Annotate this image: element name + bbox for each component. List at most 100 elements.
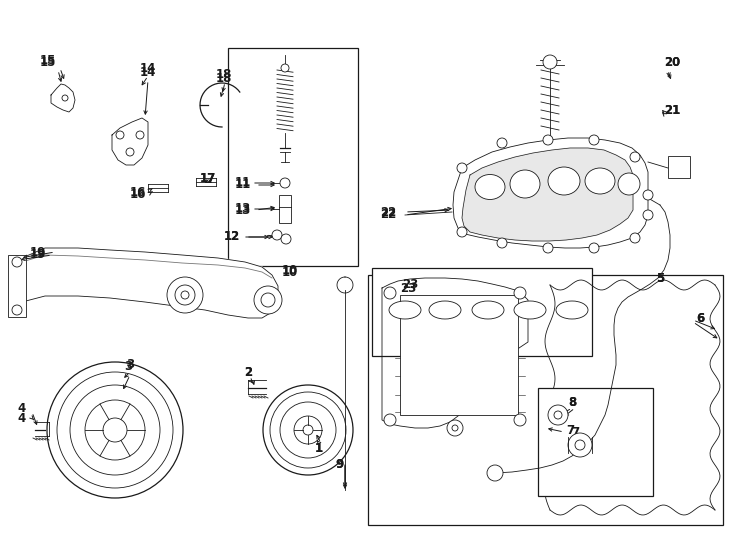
- Text: 20: 20: [664, 56, 680, 69]
- Circle shape: [497, 138, 507, 148]
- Circle shape: [543, 243, 553, 253]
- Circle shape: [126, 148, 134, 156]
- Text: 1: 1: [315, 442, 323, 455]
- Circle shape: [589, 135, 599, 145]
- Ellipse shape: [429, 301, 461, 319]
- Circle shape: [85, 400, 145, 460]
- Text: 19: 19: [30, 246, 46, 259]
- Text: 5: 5: [656, 272, 664, 285]
- Text: 18: 18: [216, 71, 232, 84]
- Circle shape: [175, 285, 195, 305]
- Text: 21: 21: [664, 104, 680, 117]
- Circle shape: [57, 372, 173, 488]
- Circle shape: [554, 411, 562, 419]
- Circle shape: [457, 227, 467, 237]
- Text: 1: 1: [315, 442, 323, 455]
- Text: 6: 6: [696, 312, 704, 325]
- Circle shape: [70, 385, 160, 475]
- Circle shape: [589, 243, 599, 253]
- Text: 3: 3: [126, 359, 134, 372]
- Text: 3: 3: [124, 361, 132, 374]
- Circle shape: [514, 287, 526, 299]
- Text: 14: 14: [139, 62, 156, 75]
- Text: 21: 21: [664, 104, 680, 117]
- Text: 22: 22: [380, 208, 396, 221]
- Ellipse shape: [556, 301, 588, 319]
- Text: 8: 8: [568, 395, 576, 408]
- Circle shape: [47, 362, 183, 498]
- Circle shape: [281, 64, 289, 72]
- Text: 4: 4: [18, 402, 26, 415]
- Text: 18: 18: [216, 69, 232, 82]
- Text: 13: 13: [235, 204, 251, 217]
- Polygon shape: [453, 138, 648, 248]
- Text: 11: 11: [235, 177, 251, 190]
- Bar: [368, 275, 723, 525]
- Text: 6: 6: [696, 312, 704, 325]
- Text: 19: 19: [30, 248, 46, 261]
- Circle shape: [280, 402, 336, 458]
- Circle shape: [270, 392, 346, 468]
- Polygon shape: [12, 248, 278, 318]
- Text: 12: 12: [224, 231, 240, 244]
- Circle shape: [643, 210, 653, 220]
- Circle shape: [630, 233, 640, 243]
- Text: 2: 2: [244, 366, 252, 379]
- Circle shape: [263, 385, 353, 475]
- Circle shape: [103, 418, 127, 442]
- Text: 10: 10: [282, 267, 298, 280]
- Circle shape: [384, 414, 396, 426]
- Bar: [279, 195, 291, 223]
- Text: 7: 7: [566, 423, 574, 436]
- Circle shape: [457, 163, 467, 173]
- Bar: [538, 388, 653, 496]
- Text: 7: 7: [571, 426, 579, 438]
- Bar: [400, 295, 518, 415]
- Text: 9: 9: [335, 458, 343, 471]
- Text: 9: 9: [335, 458, 343, 471]
- Text: 23: 23: [402, 279, 418, 292]
- Polygon shape: [112, 118, 148, 165]
- Ellipse shape: [510, 170, 540, 198]
- Text: 23: 23: [400, 281, 416, 294]
- Circle shape: [167, 277, 203, 313]
- Ellipse shape: [618, 173, 640, 195]
- Circle shape: [452, 425, 458, 431]
- Ellipse shape: [585, 168, 615, 194]
- Circle shape: [116, 131, 124, 139]
- Circle shape: [294, 416, 322, 444]
- Bar: [372, 268, 592, 356]
- Circle shape: [272, 230, 282, 240]
- Ellipse shape: [472, 301, 504, 319]
- Circle shape: [12, 305, 22, 315]
- Bar: [668, 156, 690, 178]
- Circle shape: [62, 95, 68, 101]
- Text: 20: 20: [664, 56, 680, 69]
- Text: 12: 12: [224, 231, 240, 244]
- Text: 4: 4: [18, 411, 26, 424]
- Ellipse shape: [389, 301, 421, 319]
- Text: 10: 10: [282, 264, 298, 276]
- Circle shape: [487, 465, 503, 481]
- Circle shape: [280, 178, 290, 188]
- Circle shape: [181, 291, 189, 299]
- Text: 8: 8: [568, 395, 576, 408]
- Circle shape: [254, 286, 282, 314]
- Circle shape: [543, 55, 557, 69]
- Text: 5: 5: [656, 272, 664, 285]
- Ellipse shape: [548, 167, 580, 195]
- Polygon shape: [51, 84, 75, 112]
- Circle shape: [568, 433, 592, 457]
- Bar: [228, 48, 358, 266]
- Text: 15: 15: [40, 56, 57, 69]
- Circle shape: [630, 152, 640, 162]
- Circle shape: [514, 414, 526, 426]
- Text: 16: 16: [130, 188, 146, 201]
- Circle shape: [447, 420, 463, 436]
- Circle shape: [497, 238, 507, 248]
- Circle shape: [12, 257, 22, 267]
- Text: 11: 11: [235, 179, 251, 192]
- Ellipse shape: [475, 174, 505, 199]
- Text: 17: 17: [200, 172, 216, 185]
- Circle shape: [261, 293, 275, 307]
